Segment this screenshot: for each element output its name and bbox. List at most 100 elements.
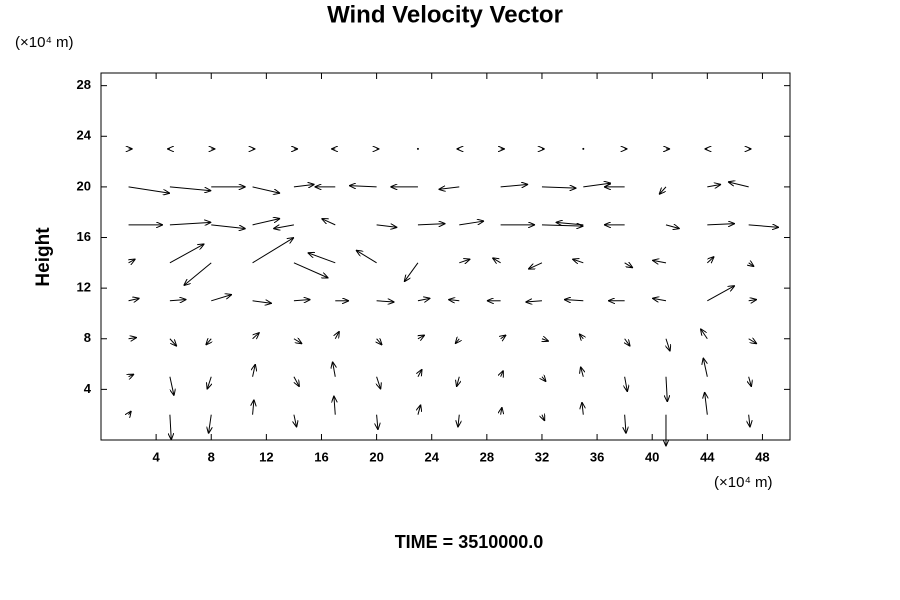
wind-vector	[128, 298, 140, 301]
wind-vector	[208, 414, 211, 434]
wind-vector	[418, 335, 425, 339]
wind-vector	[581, 367, 584, 377]
y-tick-label: 4	[84, 381, 92, 396]
wind-vector	[707, 184, 721, 187]
x-tick-label: 12	[259, 449, 273, 464]
wind-vector	[377, 414, 378, 430]
wind-vector	[625, 414, 626, 434]
wind-vector	[749, 263, 755, 267]
wind-vector	[252, 332, 260, 338]
wind-vector	[211, 294, 232, 302]
wind-vector	[294, 414, 297, 428]
wind-vector	[170, 414, 171, 440]
wind-vector	[169, 376, 174, 396]
wind-vector	[458, 414, 459, 428]
wind-vector	[665, 225, 680, 229]
wind-vector	[659, 186, 667, 195]
wind-vector	[492, 258, 501, 263]
wind-vector	[728, 182, 749, 188]
wind-vector	[582, 402, 583, 415]
wind-vector	[583, 183, 611, 188]
y-tick-label: 20	[77, 178, 91, 193]
x-tick-label: 36	[590, 449, 604, 464]
wind-vector	[459, 221, 484, 226]
footer: TIME = 3510000.0	[395, 532, 544, 552]
x-tick-label: 20	[369, 449, 383, 464]
wind-vector	[404, 262, 419, 282]
wind-vector	[528, 262, 543, 269]
wind-vector	[542, 339, 549, 342]
wind-vector	[252, 238, 294, 264]
x-tick-label: 16	[314, 449, 328, 464]
wind-vector	[501, 370, 504, 376]
wind-vector	[293, 339, 302, 344]
wind-vector	[666, 338, 670, 352]
wind-vector	[625, 338, 631, 347]
wind-vector	[439, 187, 460, 190]
x-tick-label: 44	[700, 449, 715, 464]
wind-vector	[748, 225, 779, 228]
y-tick-label: 28	[77, 77, 91, 92]
wind-vector	[207, 376, 211, 390]
wind-vector	[455, 339, 459, 344]
wind-vector	[748, 300, 757, 301]
wind-vector	[376, 301, 395, 302]
wind-vector	[169, 300, 187, 301]
wind-vector	[308, 253, 336, 264]
wind-vector	[253, 364, 256, 377]
wind-vector	[652, 298, 667, 301]
y-tick-label: 8	[84, 330, 91, 345]
wind-vector	[211, 224, 245, 229]
wind-vector	[169, 338, 177, 347]
wind-vector	[707, 286, 735, 302]
wind-vector	[273, 224, 295, 229]
wind-vector	[377, 339, 383, 345]
x-tick-label: 48	[755, 449, 769, 464]
wind-vector	[500, 184, 529, 187]
x-tick-label: 24	[424, 449, 439, 464]
wind-vector	[749, 414, 750, 428]
wind-vector	[129, 374, 135, 377]
x-tick-label: 32	[535, 449, 549, 464]
wind-vector	[253, 400, 254, 415]
wind-vector	[128, 337, 137, 338]
wind-vector	[625, 376, 628, 392]
wind-vector	[169, 244, 204, 264]
wind-vector	[321, 219, 336, 226]
wind-vector	[128, 186, 170, 193]
wind-vector	[169, 186, 211, 191]
wind-vector	[703, 358, 708, 377]
wind-vector	[376, 225, 398, 228]
wind-vector	[541, 187, 576, 188]
wind-vector	[129, 411, 132, 415]
wind-vector	[706, 257, 714, 263]
wind-vector	[377, 376, 381, 390]
wind-vector	[418, 405, 421, 415]
wind-vector	[293, 300, 311, 301]
x-unit: (×10⁴ m)	[714, 474, 773, 491]
y-tick-label: 16	[77, 229, 91, 244]
wind-vector	[448, 300, 460, 301]
x-tick-label: 4	[153, 449, 161, 464]
wind-vector	[169, 222, 211, 225]
wind-vector	[666, 376, 667, 402]
wind-vector	[700, 329, 708, 340]
x-tick-label: 40	[645, 449, 659, 464]
wind-vector	[356, 250, 377, 264]
wind-vector	[417, 298, 430, 301]
wind-vector	[252, 186, 281, 193]
y-tick-label: 12	[77, 280, 91, 295]
x-tick-label: 28	[480, 449, 494, 464]
wind-vector	[542, 415, 545, 421]
wind-vector	[184, 262, 212, 286]
wind-vector	[293, 262, 328, 278]
x-tick-label: 8	[208, 449, 215, 464]
wind-vector	[707, 224, 735, 225]
wind-vector	[417, 224, 446, 225]
wind-vector	[501, 407, 502, 415]
chart-title: Wind Velocity Vector	[327, 1, 563, 28]
y-axis-label: Height	[33, 227, 54, 287]
wind-vector	[501, 335, 507, 339]
